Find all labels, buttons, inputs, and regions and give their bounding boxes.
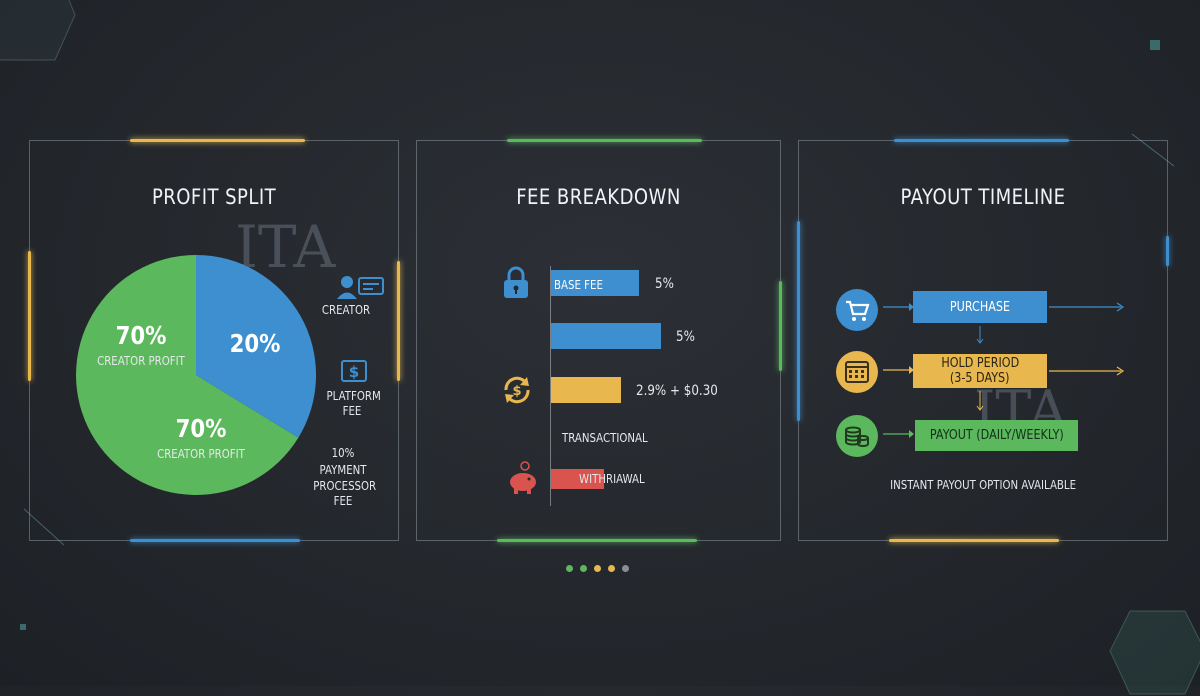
fee-row-label-transactional: TRANSACTIONAL [562,431,648,445]
arrow-to-hold [883,366,914,374]
pie-bottom-label: CREATOR PROFIT [157,447,245,461]
lock-icon [504,266,528,298]
step-hold-period: HOLD PERIOD (3-5 DAYS) [913,354,1047,388]
arrow-down-2 [976,391,984,411]
legend-creator: CREATOR [321,303,371,317]
payout-timeline-panel: PAYOUT TIMELINE ITA PURCHASE HOLD PERIOD… [797,139,1169,542]
calendar-icon [836,351,878,393]
pagination-dot-2[interactable] [580,565,587,572]
legend-payment-line2: PAYMENT [319,463,367,477]
step-payout: PAYOUT (DAILY/WEEKLY) [915,420,1078,451]
legend-payment-line3: PROCESSOR [313,479,377,493]
step-purchase-label: PURCHASE [949,299,1011,315]
payout-timeline-title: PAYOUT TIMELINE [900,185,1066,209]
hexagon-decoration-top-left [0,0,76,61]
fee-row-value-base: 5% [655,276,674,292]
fee-bar-base [551,270,639,296]
pie-right-value: 20% [229,329,281,358]
hexagon-decoration-bottom-right [1109,610,1200,695]
fee-row-value-second: 5% [676,329,695,345]
pagination-dot-1[interactable] [566,565,573,572]
legend-payment-line4: FEE [333,494,353,508]
fee-bar-second [551,323,661,349]
arrow-after-purchase [1049,302,1125,312]
legend-payment-line1: 10% [331,446,355,460]
fee-breakdown-title: FEE BREAKDOWN [516,185,681,209]
dollar-cycle-icon: $ [504,376,530,404]
pie-slice-platform [196,255,316,438]
pagination-dot-5[interactable] [622,565,629,572]
profit-split-title: PROFIT SPLIT [151,185,277,209]
arrow-after-hold [1049,366,1125,376]
fee-row-label-base: BASE FEE [554,278,603,292]
legend-platform-line2: FEE [342,404,362,418]
piggy-bank-icon [510,461,536,494]
fee-breakdown-panel: FEE BREAKDOWN BASE FEE 5% 5% $ 2.9% + $0… [416,139,782,542]
arrow-down-1 [976,326,984,344]
fee-bar-transaction [551,377,621,403]
svg-text:$: $ [349,363,359,381]
line-decoration-top-right [1131,133,1175,167]
svg-text:$: $ [512,384,521,399]
pagination-dot-4[interactable] [608,565,615,572]
pie-slice-creator [76,255,299,495]
coins-icon [836,415,878,457]
fee-row-value-transaction: 2.9% + $0.30 [636,383,718,399]
square-decoration-bottom-left [20,624,26,630]
pie-bottom-value: 70% [175,414,227,443]
step-purchase: PURCHASE [913,291,1047,323]
creator-icon [337,276,384,299]
step-hold-label-line2: (3-5 DAYS) [950,371,1010,386]
cart-icon [836,289,878,331]
step-payout-label: PAYOUT (DAILY/WEEKLY) [929,428,1064,443]
bar-axis [550,266,551,506]
square-decoration-top-right [1150,40,1160,50]
platform-fee-icon: $ [341,360,367,382]
step-hold-label-line1: HOLD PERIOD [941,356,1019,371]
legend-platform-line1: PLATFORM [326,389,381,403]
instant-payout-note: INSTANT PAYOUT OPTION AVAILABLE [890,478,1077,492]
profit-split-pie [76,255,316,495]
pie-left-label: CREATOR PROFIT [97,354,185,368]
fee-row-label-withdrawal: WITHRIAWAL [579,472,645,486]
pie-left-value: 70% [115,321,167,350]
line-decoration-bottom-left [23,508,65,546]
pagination-dot-3[interactable] [594,565,601,572]
arrow-to-purchase [883,303,914,311]
arrow-to-payout [883,430,914,438]
profit-split-panel: PROFIT SPLIT ITA 70% CREATOR PROFIT 20% … [28,139,400,542]
fee-bar-withdrawal [551,469,604,489]
